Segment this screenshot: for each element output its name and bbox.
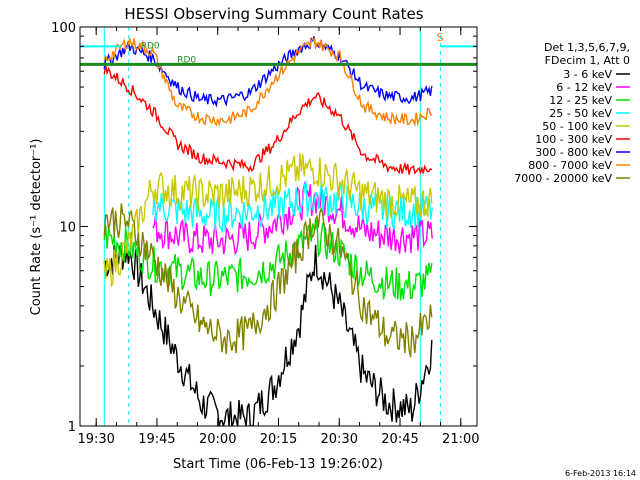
footer-date: 6-Feb-2013 16:14 [565, 469, 636, 478]
series-line-7000-20000-kev [103, 203, 433, 358]
legend-label: 800 - 7000 keV [528, 159, 612, 172]
legend-label: 7000 - 20000 keV [514, 172, 612, 185]
y-tick-label: 10 [59, 221, 76, 236]
x-tick-label: 20:15 [260, 432, 297, 447]
x-tick-label: 20:30 [321, 432, 358, 447]
legend-label: 12 - 25 keV [549, 94, 612, 107]
x-axis-label: Start Time (06-Feb-13 19:26:02) [173, 457, 383, 472]
plot-area: RD0 RD0 S [80, 27, 477, 426]
x-tick-label: 21:00 [442, 432, 479, 447]
x-tick-label: 20:45 [381, 432, 418, 447]
legend-label: 300 - 800 keV [535, 146, 612, 159]
y-axis-label: Count Rate (s⁻¹ detector⁻¹) [29, 139, 44, 316]
legend-label: 3 - 6 keV [563, 68, 612, 81]
legend-label: 25 - 50 keV [549, 107, 612, 120]
legend-header-line: Det 1,3,5,6,7,9, [544, 41, 630, 54]
legend-header-line: FDecim 1, Att 0 [545, 54, 630, 67]
chart-title: HESSI Observing Summary Count Rates [124, 5, 423, 23]
legend-label: 6 - 12 keV [556, 81, 612, 94]
series-line-800-7000-kev [103, 36, 433, 128]
series-line-50-100-kev [103, 153, 433, 288]
x-tick-label: 19:30 [77, 432, 114, 447]
x-tick-label: 19:45 [138, 432, 175, 447]
rd-flag-label: RD0 [177, 55, 196, 65]
series-line-6-12-kev [152, 180, 433, 256]
y-tick-label: 100 [51, 21, 76, 36]
x-tick-label: 20:00 [199, 432, 236, 447]
axes: 19:30 19:45 20:00 20:15 20:30 20:45 21:00 1 10 10… [51, 21, 479, 447]
legend-label: 100 - 300 keV [535, 133, 612, 146]
y-tick-label: 1 [68, 420, 76, 435]
series-line-100-300-kev [103, 65, 433, 176]
legend: Det 1,3,5,6,7,9,FDecim 1, Att 03 - 6 keV… [514, 41, 630, 185]
saa-flag-label: S [436, 31, 443, 44]
series-line-3-6-kev [103, 244, 433, 426]
legend-label: 50 - 100 keV [542, 120, 612, 133]
rd-flag-label-2: RD0 [141, 42, 160, 52]
